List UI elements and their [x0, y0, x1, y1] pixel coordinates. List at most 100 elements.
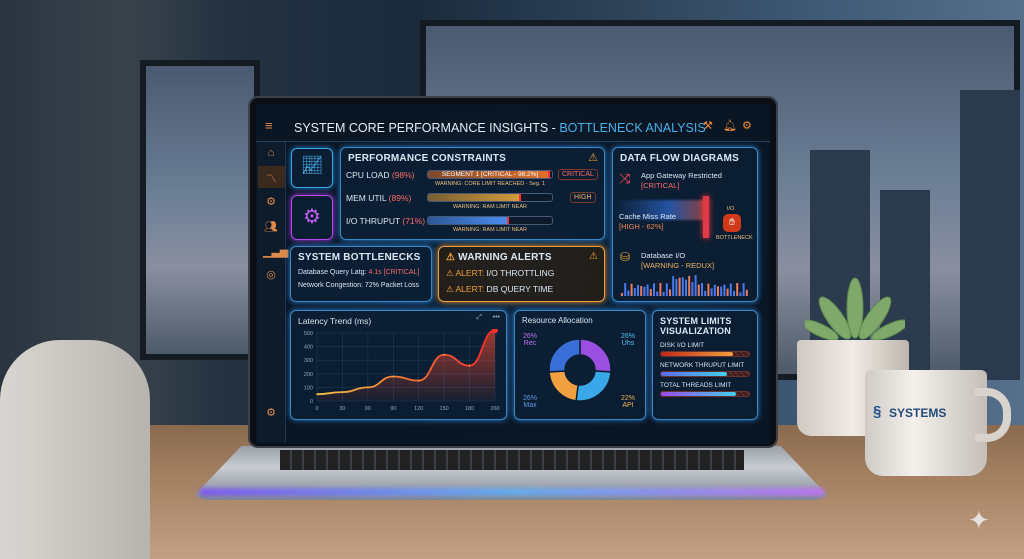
mug-brand: SYSTEMS: [889, 406, 947, 420]
analytics-tile[interactable]: 📈︎: [291, 148, 333, 188]
data-point: [341, 391, 344, 393]
alert-item[interactable]: ⚠ ALERT: DB QUERY TIME: [446, 284, 554, 294]
limit-bar: [660, 391, 750, 397]
x-tick-label: 180: [465, 406, 474, 412]
spark-bar: [720, 286, 723, 296]
keyboard: [280, 450, 744, 470]
limit-label: TOTAL THREADS LIMIT: [660, 382, 732, 389]
settings-tile[interactable]: ⚙: [291, 195, 333, 240]
spark-bar: [637, 285, 639, 296]
sidebar: [257, 142, 286, 442]
flow-item-status: [HIGH - 62%]: [619, 222, 664, 231]
limit-bar: [660, 351, 750, 357]
laptop-edge-glow: [200, 488, 824, 496]
warning-icon: ⚠: [446, 252, 459, 263]
y-tick-label: 0: [310, 399, 313, 405]
donut-slice-api: [548, 370, 579, 402]
constraint-badge: CRITICAL: [558, 169, 598, 180]
settings-icon[interactable]: ⚙: [266, 407, 276, 419]
y-tick-label: 200: [304, 372, 313, 378]
sparkle-watermark-icon: ✦: [968, 505, 990, 535]
spark-bar: [691, 282, 694, 296]
signal-bars-icon[interactable]: ▁▃▅: [263, 246, 289, 258]
spark-bar: [742, 283, 745, 296]
data-point: [492, 329, 498, 334]
spark-bar: [713, 284, 716, 296]
spark-bar: [633, 288, 636, 296]
spark-bar: [627, 290, 630, 296]
expand-icon[interactable]: ⤢: [476, 314, 482, 321]
spark-bar: [672, 276, 675, 296]
limit-label: NETWORK THRUPUT LIMIT: [660, 362, 745, 369]
settings-gear-icon[interactable]: ⚙: [742, 120, 752, 132]
x-tick-label: 90: [365, 406, 371, 412]
alert-item[interactable]: ⚠ ALERT: I/O THROTTLING: [446, 268, 555, 278]
flow-item-label: Cache Miss Rate: [619, 212, 677, 221]
home-icon[interactable]: ⌂: [267, 147, 275, 159]
latency-area: [317, 330, 495, 401]
gears-icon: ⚙: [303, 206, 321, 228]
constraint-warning: WARNING: CORE LIMIT REACHED - Seg. 1: [434, 181, 546, 187]
coffee-mug: § SYSTEMS: [865, 370, 987, 476]
spark-bar: [745, 289, 748, 296]
data-point: [316, 393, 318, 395]
spark-bar: [678, 277, 681, 296]
menu-icon[interactable]: ≡: [265, 118, 273, 133]
chair: [0, 340, 150, 559]
y-tick-label: 300: [304, 358, 313, 364]
bar-chart-icon: 📈︎: [300, 155, 324, 175]
latency-line: [316, 329, 496, 396]
slice-label-max: 26% Max: [523, 395, 538, 409]
spark-bar: [736, 283, 739, 296]
bar-text: SEGMENT 1 [CRITICAL - 98.2%]: [441, 171, 539, 178]
spark-bar: [649, 289, 652, 296]
network-icon[interactable]: ◎: [266, 269, 276, 281]
spark-bar: [653, 283, 655, 296]
spark-bar: [733, 291, 735, 296]
x-tick-label: 120: [414, 406, 423, 412]
flow-arrows: [613, 200, 708, 220]
constraint-label: I/O THRUPUT (71%): [346, 216, 426, 226]
constraint-badge: HIGH: [570, 192, 596, 203]
mug-logo-icon: §: [873, 403, 882, 420]
panel-title: SYSTEM LIMITS: [660, 316, 732, 326]
mug-handle: [975, 388, 1011, 442]
panel-title: SYSTEM BOTTLENECKS: [298, 252, 421, 263]
more-icon[interactable]: •••: [492, 314, 500, 321]
stop-hand-icon: ✋︎: [723, 214, 741, 232]
constraint-label: CPU LOAD (98%): [346, 170, 415, 180]
constraint-bar: [427, 193, 553, 202]
users-icon[interactable]: 👥︎: [264, 221, 278, 233]
x-tick-label: 260: [490, 406, 499, 412]
notification-bell-icon[interactable]: 🔔︎: [723, 120, 737, 132]
spark-bar: [704, 290, 707, 296]
tools-icon[interactable]: ⚒: [703, 120, 713, 132]
header-bar: [256, 104, 770, 142]
spark-bar: [662, 291, 665, 296]
settings-icon[interactable]: ⚙: [266, 196, 276, 208]
spark-bar: [694, 275, 697, 296]
window: [140, 60, 260, 360]
spark-bar: [669, 289, 671, 296]
bottleneck-db-latency: Database Query Latg: 4.1s [CRITICAL]: [298, 269, 420, 276]
shuffle-icon: ⤨: [619, 170, 631, 186]
constraint-bar: SEGMENT 1 [CRITICAL - 98.2%]: [427, 170, 553, 179]
spark-bar: [624, 283, 627, 296]
latency-trend-panel: Latency Trend (ms) ⤢ ••• 0 100 200 300 400 50…: [290, 310, 507, 420]
limit-label: DISK I/O LIMIT: [660, 342, 705, 349]
spark-bar: [707, 283, 710, 296]
building: [960, 90, 1020, 380]
flow-item-label: App Gateway Restricted: [641, 171, 722, 180]
slice-label-rec: 26% Rec: [523, 333, 538, 347]
system-bottlenecks-panel: SYSTEM BOTTLENECKS Database Query Latg: …: [290, 246, 432, 302]
trend-icon[interactable]: 〽: [265, 173, 277, 185]
data-point: [443, 353, 445, 356]
spark-bar: [646, 284, 649, 296]
sidebar-active-highlight: [258, 166, 285, 188]
slice-label-uhs: 26% Uhs: [620, 333, 635, 347]
donut-slice-max: [548, 338, 581, 373]
spark-bar: [659, 283, 662, 296]
x-tick-label: 30: [339, 406, 345, 412]
constraint-label: MEM UTIL (89%): [346, 193, 412, 203]
donut-slice-uhs: [575, 370, 612, 402]
